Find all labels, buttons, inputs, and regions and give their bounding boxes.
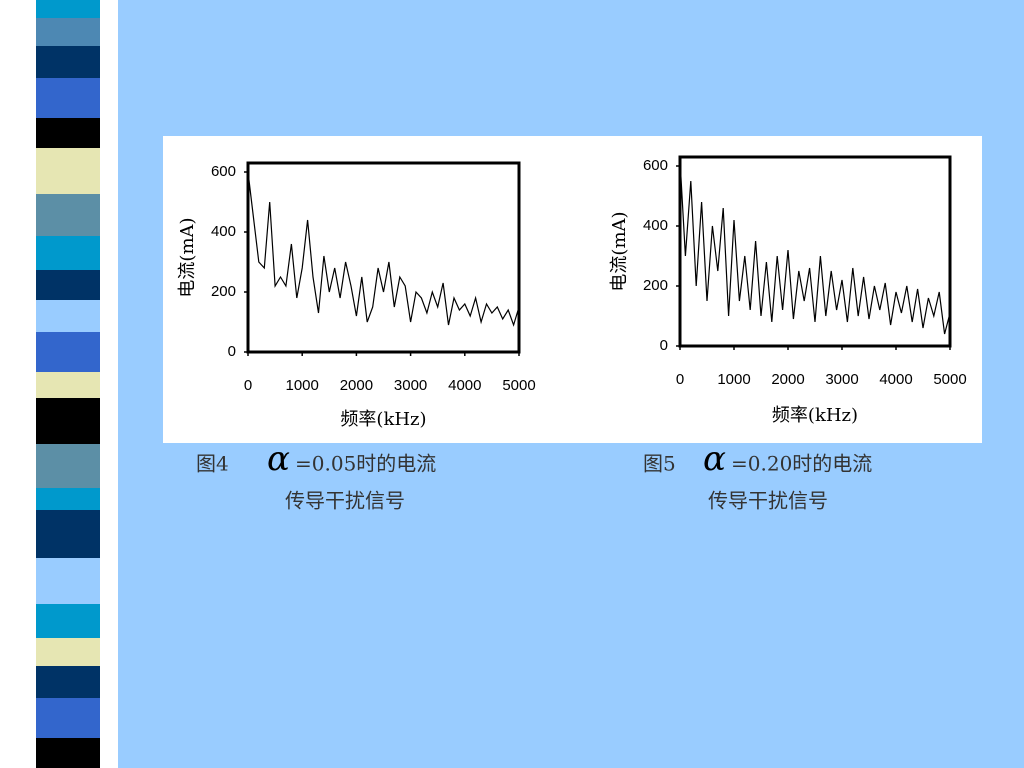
- x-tick-label: 3000: [394, 377, 427, 394]
- figure-label: 图4: [196, 452, 229, 476]
- x-tick-label: 2000: [771, 371, 804, 388]
- stripe: [36, 488, 100, 510]
- y-axis-title: 电流(mA): [177, 217, 198, 297]
- y-tick-label: 400: [211, 223, 236, 240]
- figure-label: 图5: [643, 452, 676, 476]
- x-axis-title: 频率(kHz): [772, 405, 858, 426]
- y-tick-label: 0: [660, 337, 668, 354]
- x-tick-label: 4000: [879, 371, 912, 388]
- alpha-symbol: α: [267, 439, 290, 479]
- x-axis-title: 频率(kHz): [340, 409, 426, 430]
- stripe: [36, 558, 100, 604]
- figure-panel: [163, 136, 982, 443]
- caption: =0.05时的电流: [295, 452, 436, 476]
- stripe: [36, 18, 100, 46]
- y-axis-title: 电流(mA): [609, 211, 630, 291]
- caption-line2: 传导干扰信号: [285, 489, 405, 513]
- x-tick-label: 5000: [933, 371, 966, 388]
- y-tick-label: 200: [211, 283, 236, 300]
- stripe: [36, 372, 100, 398]
- plot-frame: [246, 161, 521, 354]
- x-tick-label: 2000: [340, 377, 373, 394]
- stripe: [36, 46, 100, 78]
- caption-line2: 传导干扰信号: [708, 489, 828, 513]
- stripe: [36, 510, 100, 558]
- stripe: [36, 194, 100, 236]
- stripe: [36, 666, 100, 698]
- stripe: [36, 604, 100, 638]
- stripe: [36, 0, 100, 18]
- y-tick-label: 600: [643, 157, 668, 174]
- x-tick-label: 0: [676, 371, 684, 388]
- x-tick-label: 0: [244, 377, 252, 394]
- stripe: [36, 78, 100, 118]
- stripe: [36, 444, 100, 488]
- caption: =0.20时的电流: [731, 452, 872, 476]
- x-tick-label: 5000: [502, 377, 535, 394]
- data-line: [679, 159, 951, 335]
- stripe: [36, 118, 100, 148]
- y-tick-label: 0: [228, 343, 236, 360]
- stripe: [36, 236, 100, 270]
- x-tick-label: 1000: [717, 371, 750, 388]
- x-tick-label: 1000: [286, 377, 319, 394]
- plot-frame: [678, 155, 952, 348]
- x-tick-label: 4000: [448, 377, 481, 394]
- y-tick-label: 400: [643, 217, 668, 234]
- stripe: [36, 148, 100, 194]
- stripe: [36, 300, 100, 332]
- stripe: [36, 332, 100, 372]
- stripe: [36, 698, 100, 738]
- stripe: [36, 398, 100, 444]
- data-line: [247, 171, 520, 327]
- alpha-symbol: α: [703, 439, 726, 479]
- stripe: [36, 738, 100, 768]
- y-tick-label: 600: [211, 163, 236, 180]
- sidebar: [0, 0, 118, 768]
- stripe: [36, 638, 100, 666]
- x-tick-label: 3000: [825, 371, 858, 388]
- sidebar-edge: [100, 0, 118, 768]
- y-tick-label: 200: [643, 277, 668, 294]
- stripe: [36, 270, 100, 300]
